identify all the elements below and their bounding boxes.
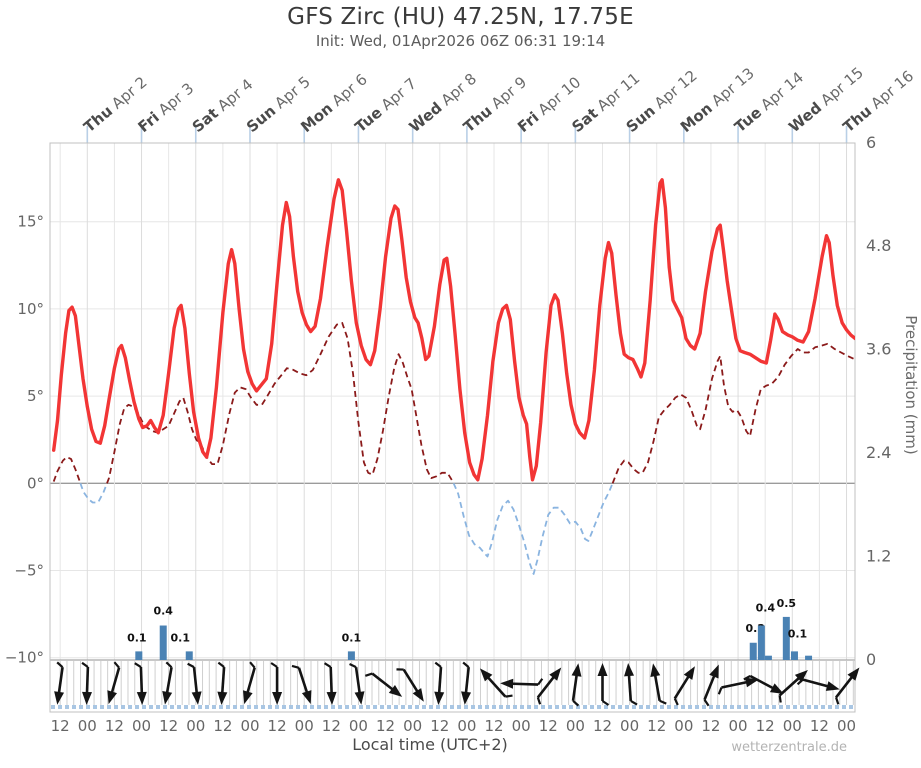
svg-text:0.1: 0.1 [788,627,808,640]
svg-text:0°: 0° [27,474,44,492]
svg-text:12: 12 [701,717,720,735]
svg-text:12: 12 [268,717,287,735]
svg-text:0.1: 0.1 [342,631,362,644]
watermark-wetterzentrale: wetterzentrale.de [731,740,847,755]
svg-text:00: 00 [620,717,639,735]
svg-text:12: 12 [756,717,775,735]
svg-text:12: 12 [484,717,503,735]
svg-text:00: 00 [566,717,585,735]
svg-text:4.8: 4.8 [866,236,891,255]
svg-text:2.4: 2.4 [866,443,891,462]
svg-text:1.2: 1.2 [866,547,891,566]
svg-text:12: 12 [213,717,232,735]
svg-text:6: 6 [866,133,876,152]
svg-text:5°: 5° [27,387,44,405]
svg-text:12: 12 [810,717,829,735]
svg-text:00: 00 [132,717,151,735]
svg-text:0.5: 0.5 [777,597,797,610]
svg-text:0: 0 [866,650,876,669]
chart-subtitle-init: Init: Wed, 01Apr2026 06Z 06:31 19:14 [315,32,606,50]
svg-text:3.6: 3.6 [866,340,891,359]
svg-text:00: 00 [186,717,205,735]
svg-text:0.4: 0.4 [756,602,776,615]
svg-text:12: 12 [51,717,70,735]
svg-text:00: 00 [349,717,368,735]
svg-text:00: 00 [403,717,422,735]
svg-text:0.1: 0.1 [127,631,147,644]
svg-text:12: 12 [593,717,612,735]
x-axis-title: Local time (UTC+2) [352,735,508,754]
svg-text:12: 12 [376,717,395,735]
svg-text:00: 00 [837,717,856,735]
svg-text:12: 12 [647,717,666,735]
svg-text:00: 00 [783,717,802,735]
svg-text:−10°: −10° [5,649,44,667]
svg-text:15°: 15° [17,213,44,231]
svg-text:0.1: 0.1 [171,631,191,644]
svg-text:0.4: 0.4 [153,605,173,618]
svg-text:−5°: −5° [14,562,44,580]
svg-text:12: 12 [539,717,558,735]
page-title: GFS Zirc (HU) 47.25N, 17.75E [287,4,634,30]
svg-text:00: 00 [78,717,97,735]
svg-text:12: 12 [105,717,124,735]
svg-text:00: 00 [295,717,314,735]
svg-text:00: 00 [729,717,748,735]
svg-text:00: 00 [240,717,259,735]
svg-text:00: 00 [457,717,476,735]
svg-text:00: 00 [674,717,693,735]
svg-text:12: 12 [430,717,449,735]
svg-text:12: 12 [322,717,341,735]
svg-text:00: 00 [512,717,531,735]
precipitation-axis-title: Precipitation (mm) [902,315,920,455]
svg-text:10°: 10° [17,300,44,318]
svg-text:12: 12 [159,717,178,735]
